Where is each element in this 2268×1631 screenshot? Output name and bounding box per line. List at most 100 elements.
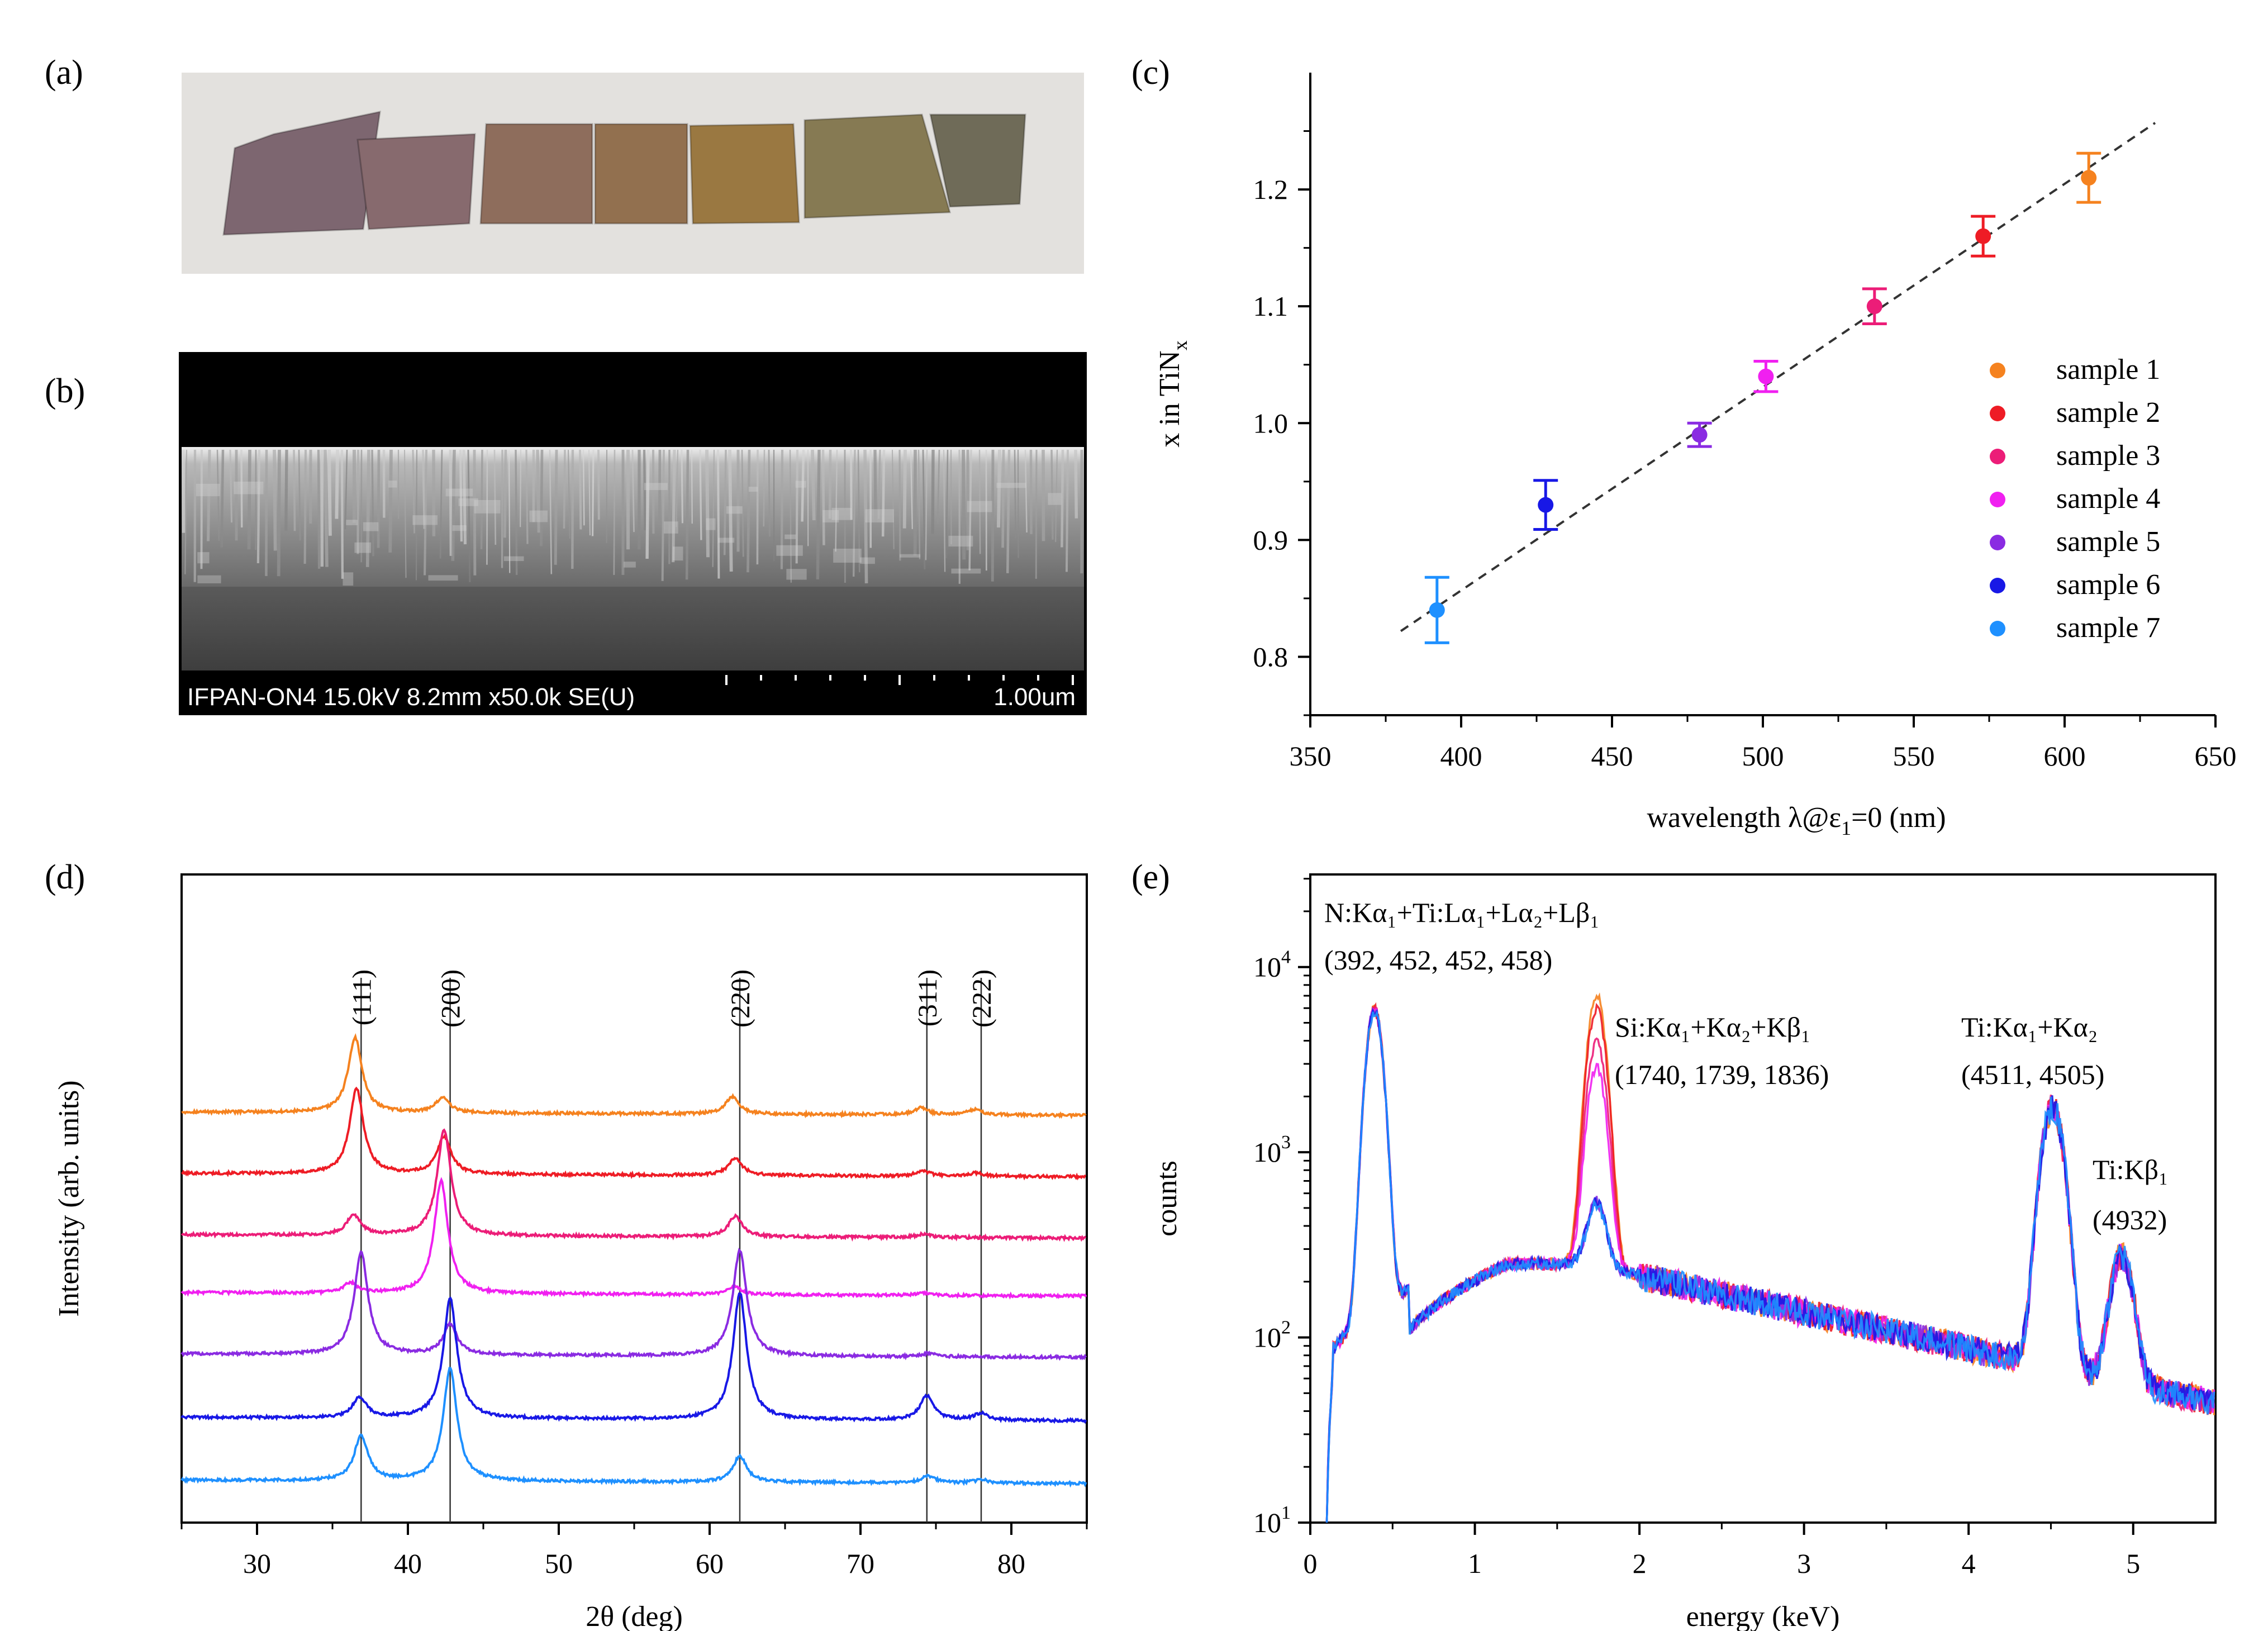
sem-column <box>811 449 816 521</box>
x-axis-label-tail: =0 (nm) <box>1851 802 1946 834</box>
sem-column <box>661 449 665 581</box>
legend-label: sample 2 <box>2056 397 2160 429</box>
sem-column <box>728 449 733 572</box>
sem-grain <box>996 483 1026 488</box>
legend-marker <box>1990 621 2005 636</box>
sem-grain <box>1048 493 1062 505</box>
y-tick-exponent: 4 <box>1281 947 1291 968</box>
sem-column <box>567 449 570 539</box>
sem-grain <box>234 481 264 494</box>
chart-d: 30 40 50 60 70 80 2θ (deg) Intensity (arb. unit… <box>53 873 1088 1631</box>
data-point <box>1691 427 1708 443</box>
sem-column <box>699 449 702 540</box>
xrd-pattern <box>180 1177 1087 1300</box>
sem-column <box>741 449 744 557</box>
x-axis-label-main: wavelength λ@ε <box>1647 802 1841 834</box>
sem-column <box>424 449 428 576</box>
sem-column <box>184 449 188 574</box>
sem-column <box>554 449 558 565</box>
x-tick-label: 600 <box>2044 740 2086 772</box>
sem-column <box>503 449 507 538</box>
sem-column <box>873 449 877 523</box>
y-tick-label: 0.9 <box>1253 524 1288 555</box>
sem-grain <box>859 557 875 564</box>
annotation-ti-kb-line2: (4932) <box>2093 1204 2167 1235</box>
sem-grain <box>428 575 458 581</box>
sem-grain <box>197 552 210 564</box>
sem-column <box>676 449 679 527</box>
x-tick-label: 400 <box>1440 740 1482 772</box>
sem-column <box>377 449 381 548</box>
xrd-pattern <box>180 1128 1087 1242</box>
sem-image: IFPAN-ON4 15.0kV 8.2mm x50.0k SE(U) 1.00… <box>179 352 1087 715</box>
sem-column <box>1024 449 1028 532</box>
sem-column <box>936 449 940 524</box>
y-axis-label: x in TiNx <box>1154 340 1191 447</box>
sem-column <box>247 449 251 550</box>
legend-label: sample 5 <box>2056 526 2160 558</box>
sem-column <box>852 449 856 577</box>
x-tick-label: 2 <box>1633 1548 1647 1579</box>
x-tick-label: 5 <box>2126 1548 2140 1579</box>
data-point <box>1975 228 1991 244</box>
sem-column <box>801 449 805 522</box>
sem-column <box>327 449 332 536</box>
sem-column <box>473 449 477 576</box>
sem-column <box>520 449 522 527</box>
sem-column <box>891 449 895 549</box>
y-tick-label: 101 <box>1253 1502 1291 1538</box>
legend-label: sample 6 <box>2056 569 2160 601</box>
x-axis-label-sub: 1 <box>1841 817 1851 839</box>
xrd-pattern <box>180 1367 1087 1488</box>
x-tick-label: 350 <box>1290 740 1332 772</box>
sem-grain <box>346 520 358 526</box>
sem-column <box>563 449 566 529</box>
x-tick-label: 550 <box>1893 740 1935 772</box>
sem-column <box>910 449 913 529</box>
x-tick-label: 70 <box>847 1548 874 1579</box>
y-tick-exponent: 3 <box>1281 1132 1291 1153</box>
sem-grain <box>412 515 438 525</box>
sem-grain <box>529 510 548 522</box>
sem-column <box>578 449 582 530</box>
sem-column <box>597 449 600 520</box>
sem-grain <box>748 487 758 492</box>
sem-column <box>256 449 261 564</box>
sem-scale-label: 1.00um <box>993 683 1076 711</box>
sem-grain <box>663 521 678 534</box>
sem-column <box>340 449 344 579</box>
sem-grain <box>644 483 668 491</box>
photo-swatch <box>594 123 688 225</box>
sem-column <box>284 449 288 531</box>
legend-label: sample 3 <box>2056 440 2160 472</box>
photo-swatch <box>356 133 476 230</box>
sem-column <box>298 449 301 541</box>
reference-label: (311) <box>913 969 943 1026</box>
sem-column <box>723 449 727 555</box>
panel-label-e: (e) <box>1131 858 1170 896</box>
y-axis-label-main: x in TiN <box>1154 350 1186 447</box>
sem-column <box>588 449 591 536</box>
annotation-n-ti-l-line2: (392, 452, 452, 458) <box>1324 944 1552 976</box>
sem-grain <box>624 562 636 568</box>
y-tick-exponent: 1 <box>1281 1502 1291 1523</box>
x-tick-label: 4 <box>1962 1548 1976 1579</box>
sem-column <box>1014 449 1016 539</box>
sem-column <box>344 449 348 530</box>
sem-grain <box>197 575 221 583</box>
data-point <box>2081 170 2097 186</box>
xrd-pattern <box>181 1086 1086 1181</box>
sem-grain <box>951 568 981 574</box>
sem-column <box>324 449 329 567</box>
sem-column <box>459 449 463 542</box>
sem-grain <box>706 518 716 530</box>
reference-label: (222) <box>967 969 997 1028</box>
sem-column <box>645 449 650 559</box>
sample-photo <box>182 73 1084 274</box>
sem-column <box>582 449 585 526</box>
xrd-pattern <box>180 1292 1087 1424</box>
sem-column <box>881 449 886 537</box>
photo-swatch <box>689 123 800 225</box>
sem-column <box>943 449 946 572</box>
sem-column <box>925 449 928 560</box>
